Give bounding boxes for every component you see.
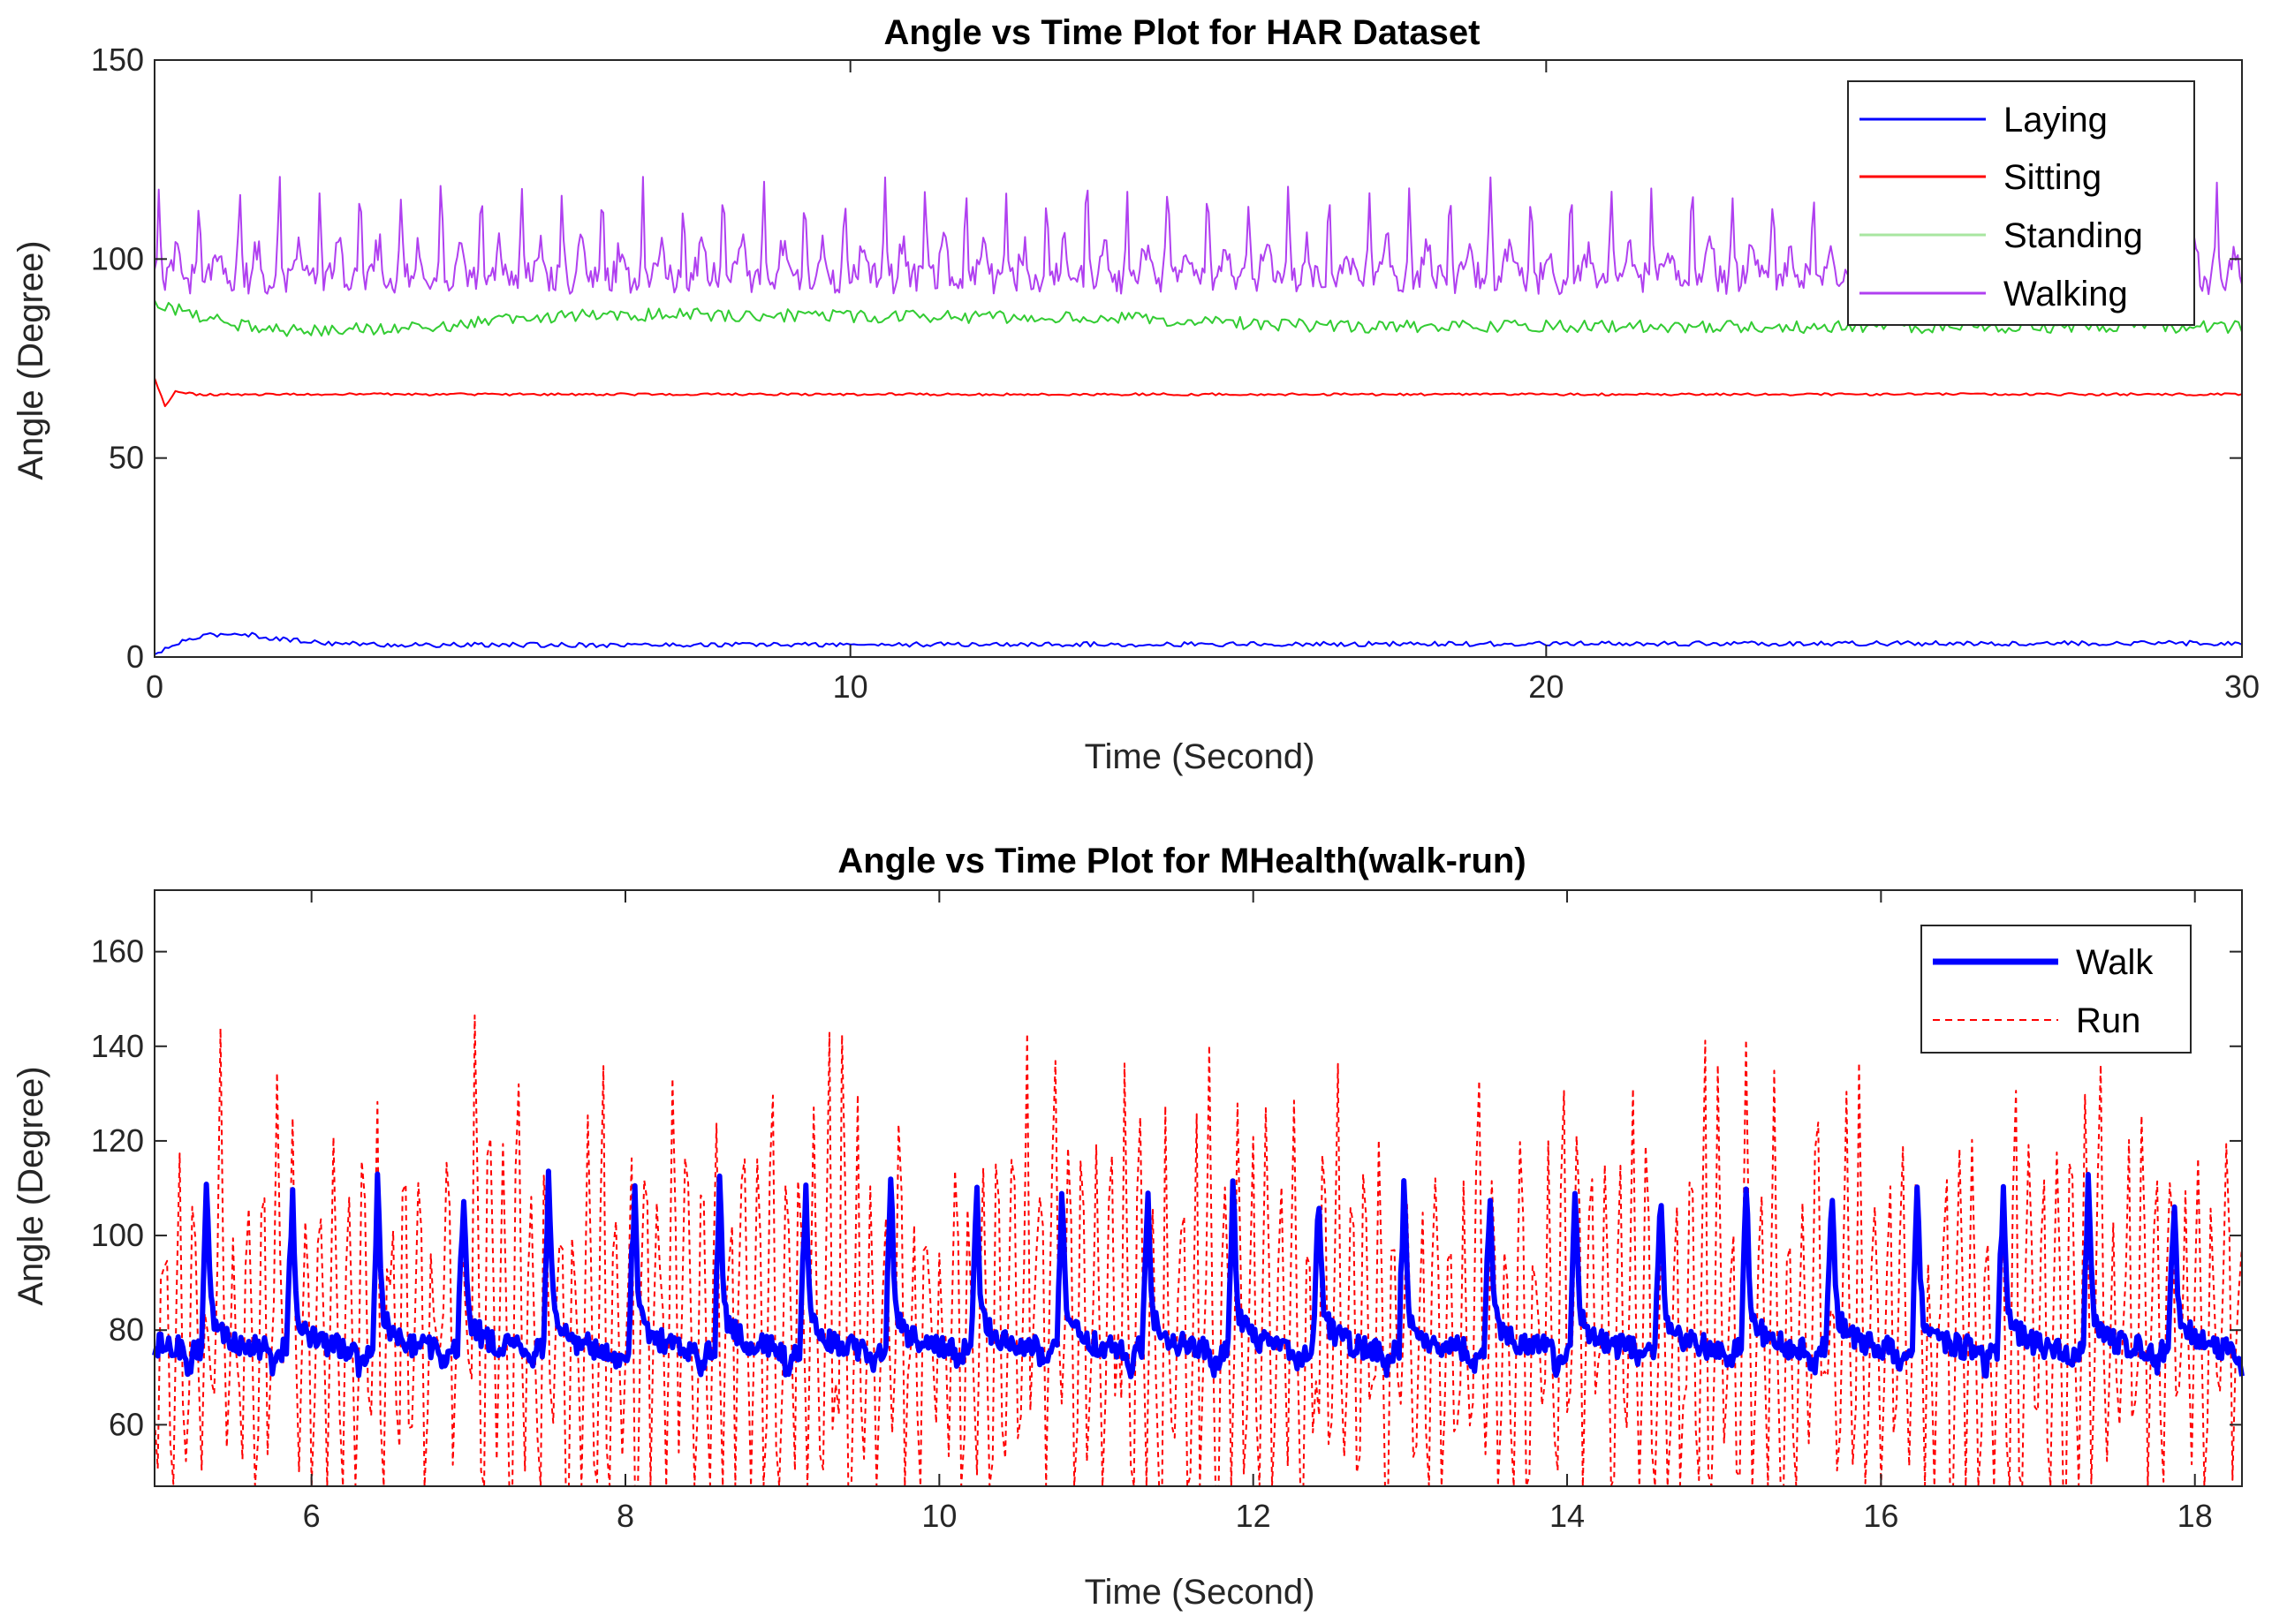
x-tick-label: 10 [921,1498,957,1534]
y-tick-label: 160 [91,933,144,970]
legend-label-walk: Walk [2076,943,2154,982]
legend-label-run: Run [2076,1001,2140,1040]
chart-title: Angle vs Time Plot for HAR Dataset [884,13,1481,52]
y-tick-label: 120 [91,1122,144,1159]
y-tick-label: 0 [126,638,144,675]
legend-box [1847,80,2195,326]
legend-label-standing: Standing [2003,216,2143,255]
series-walk-line [152,1168,2245,1379]
x-axis-label: Time (Second) [1085,1573,1315,1612]
y-tick-label: 140 [91,1028,144,1064]
x-tick-label: 12 [1236,1498,1271,1534]
x-tick-label: 16 [1863,1498,1898,1534]
y-tick-label: 50 [109,440,144,476]
y-tick-label: 100 [91,1217,144,1253]
x-tick-label: 10 [833,668,868,705]
legend-label-laying: Laying [2003,101,2108,140]
har-chart: Angle vs Time Plot for HAR Dataset Angle… [11,13,2260,776]
legend: Walk Run [1920,925,2192,1054]
y-tick-label: 60 [109,1406,144,1442]
axes-box [154,59,2243,658]
x-tick-label: 6 [303,1498,321,1534]
y-tick-label: 80 [109,1311,144,1348]
y-tick-label: 100 [91,240,144,276]
x-tick-label: 18 [2177,1498,2213,1534]
x-tick-label: 30 [2224,668,2260,705]
x-tick-label: 20 [1528,668,1564,705]
y-tick-label: 150 [91,42,144,78]
legend-label-sitting: Sitting [2003,158,2102,197]
series-run-line [154,1014,2243,1487]
x-axis-label: Time (Second) [1085,737,1315,776]
legend: Laying Sitting Standing Walking [1847,80,2195,326]
x-tick-label: 8 [617,1498,634,1534]
y-axis-label: Angle (Degree) [11,240,50,480]
plot-area [152,1014,2245,1487]
series-sitting-line [154,377,2243,407]
x-tick-label: 0 [146,668,163,705]
legend-box [1920,925,2192,1054]
y-axis-label: Angle (Degree) [11,1066,50,1305]
series-laying-line [154,631,2243,655]
axes-box [154,889,2243,1487]
legend-label-walking: Walking [2003,275,2128,313]
x-tick-label: 14 [1549,1498,1585,1534]
chart-title: Angle vs Time Plot for MHealth(walk-run) [837,842,1526,880]
mhealth-chart: Angle vs Time Plot for MHealth(walk-run)… [11,842,2245,1612]
ticks: 6 8 10 12 14 16 18 60 80 100 120 140 160 [91,890,2242,1534]
